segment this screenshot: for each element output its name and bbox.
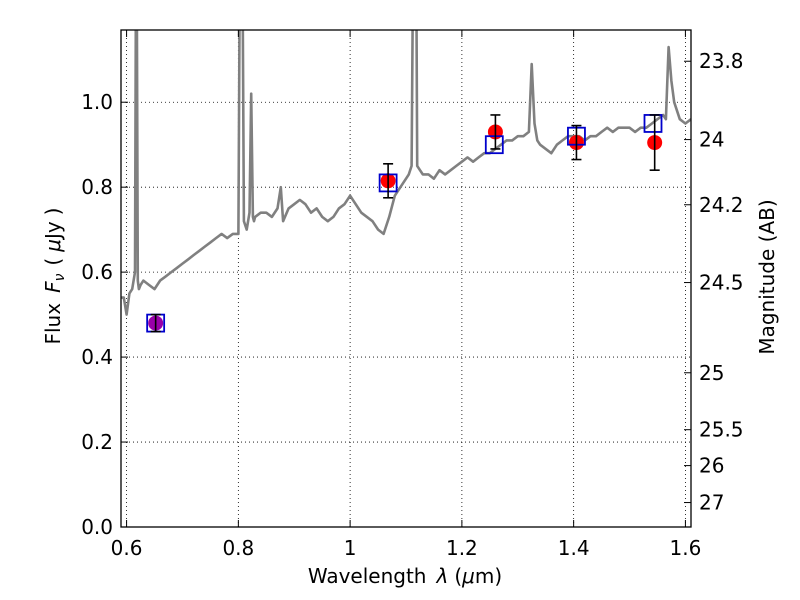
y-tick-label: 0.2 [81, 430, 113, 454]
y-tick-label: 0.8 [81, 175, 113, 199]
y-tick-label: 0.6 [81, 260, 113, 284]
mag-tick-label: 25 [699, 361, 724, 385]
y2-axis-title: Magnitude (AB) [755, 199, 779, 354]
plot-frame [120, 29, 692, 528]
x-tick-label: 1.6 [670, 536, 702, 560]
mag-tick-label: 26 [699, 454, 724, 478]
mag-tick-label: 24.5 [699, 271, 744, 295]
mag-tick-label: 27 [699, 491, 724, 515]
tick-layer: 0.6 0.8 1 1.2 1.4 1.6 0.0 0.2 0.4 0.6 0.8 1.0 23.8 24… [81, 30, 744, 560]
model-photometry-point [484, 135, 504, 155]
mag-tick-label: 25.5 [699, 418, 744, 442]
y-axis-title: FluxFν(μJy) [41, 207, 68, 344]
x-tick-label: 0.6 [111, 536, 143, 560]
mag-tick-label: 23.8 [699, 49, 744, 73]
marker-layer [146, 114, 663, 333]
mag-tick-label: 24 [699, 128, 724, 152]
grid [121, 30, 691, 528]
y-tick-label: 0.4 [81, 345, 113, 369]
x-tick-label: 0.8 [222, 536, 254, 560]
y-tick-label: 0.0 [81, 515, 113, 539]
x-tick-label: 1 [344, 536, 357, 560]
x-tick-label: 1.4 [558, 536, 590, 560]
x-tick-label: 1.2 [446, 536, 478, 560]
spectrum-layer [121, 30, 691, 316]
y-tick-label: 1.0 [81, 90, 113, 114]
mag-tick-label: 24.2 [699, 193, 744, 217]
model-spectrum-line [121, 30, 691, 316]
x-axis-title: Wavelength λ (μm) [308, 564, 502, 588]
